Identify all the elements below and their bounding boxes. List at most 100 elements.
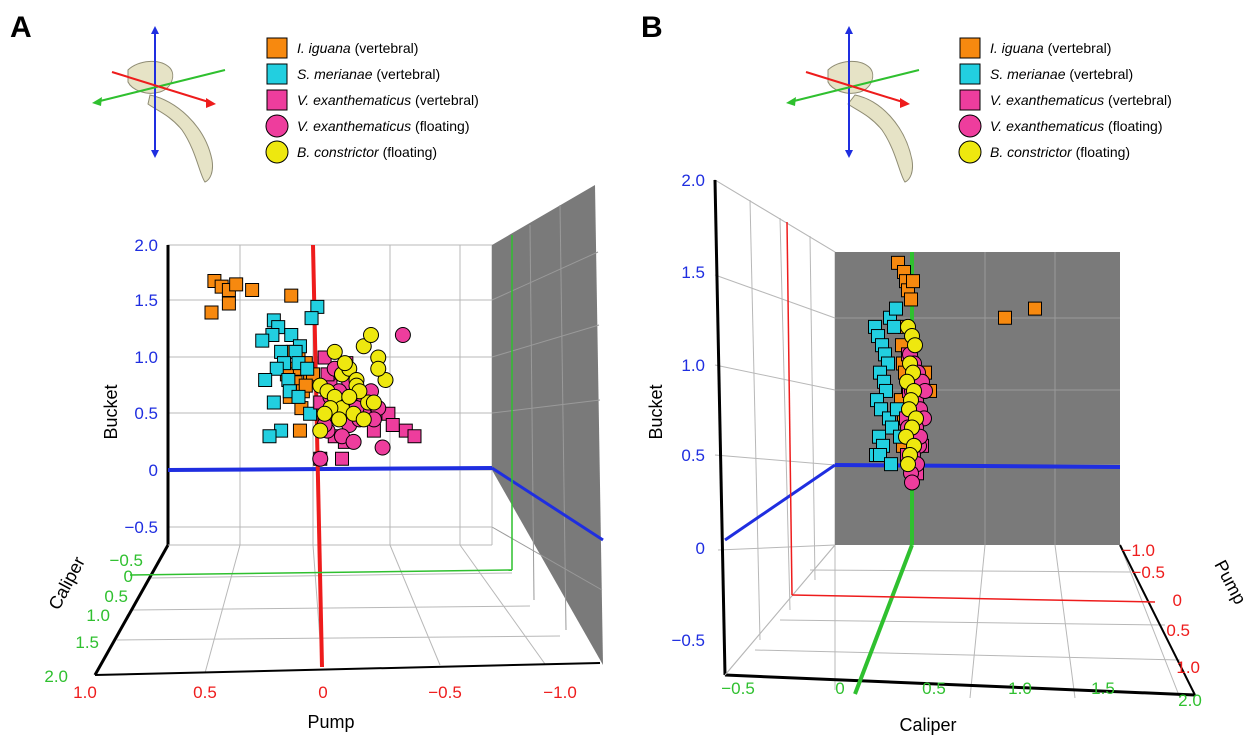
legend-marker-0 (266, 37, 288, 59)
data-point (331, 411, 348, 428)
data-point (204, 305, 219, 320)
panel-b-caliper-tick: 1.0 (1008, 679, 1032, 698)
data-point (884, 457, 898, 472)
panel-b-bucket-tick: 2.0 (681, 171, 705, 190)
data-point (385, 418, 400, 432)
data-point (889, 301, 903, 316)
data-point (258, 373, 273, 387)
data-point (900, 456, 916, 473)
legend-marker-1 (959, 63, 981, 85)
panel-b-caliper-tick: 0.5 (922, 679, 946, 698)
panel-b-bucket-tick: 1.5 (681, 263, 705, 282)
panel-b-caliper-zero-floor-line (853, 544, 914, 695)
data-point (873, 448, 887, 462)
panel-b-caliper-tick: 1.5 (1091, 679, 1115, 698)
data-point (363, 327, 379, 343)
legend-marker-4 (958, 140, 982, 164)
panel-b-pump-zero-floor-line (791, 594, 1156, 603)
data-point (312, 450, 329, 467)
legend-marker-2 (266, 89, 288, 111)
data-point (300, 361, 315, 376)
legend-marker-0 (959, 37, 981, 59)
vertebra-axes-icon (786, 26, 920, 183)
data-point (377, 372, 394, 388)
vertebra-axes-icon (92, 26, 226, 183)
data-point (365, 394, 382, 411)
panel-a-pump-tick: −1.0 (543, 683, 577, 702)
data-point (1028, 301, 1042, 316)
legend-marker-4 (265, 140, 289, 164)
panel-b-bucket-tick: −0.5 (671, 631, 705, 650)
panel-b: B 2.0 1.5 1.0 0.5 0 −0.5 −0.5 0 0.5 1.0 (641, 11, 1250, 735)
data-point (229, 277, 244, 292)
data-point (284, 288, 299, 303)
legend-marker-3 (265, 114, 289, 138)
data-point (312, 422, 329, 439)
panel-a-pump-tick: 1.0 (73, 683, 97, 702)
legend-label-4: B. constrictor (floating) (990, 144, 1130, 160)
data-point (335, 451, 349, 466)
legend-marker-3 (958, 114, 982, 138)
data-point (355, 411, 372, 428)
data-point (284, 328, 299, 342)
data-point (291, 389, 306, 404)
panel-a-caliper-title: Caliper (44, 553, 88, 613)
panel-a-bucket-tick: 0.5 (134, 404, 158, 423)
data-point (904, 474, 920, 491)
legend-label-2: V. exanthematicus (vertebral) (990, 92, 1172, 108)
panel-a-bucket-zero-wall-line (491, 466, 604, 542)
data-point (292, 423, 307, 438)
legend-marker-1 (266, 63, 288, 85)
data-point (255, 333, 270, 348)
panel-a-bucket-title: Bucket (101, 384, 121, 439)
data-point (407, 429, 422, 444)
panel-a-pump-tick: −0.5 (428, 683, 462, 702)
panel-a-legend: I. iguana (vertebral) S. merianae (verteb… (265, 37, 479, 164)
panel-b-pump-tick: −1.0 (1121, 541, 1155, 560)
panel-a-caliper-zero-line (129, 569, 513, 576)
panel-b-bucket-tick: 0.5 (681, 446, 705, 465)
panel-a-caliper-tick: 0.5 (104, 587, 128, 606)
panel-b-caliper-title: Caliper (899, 715, 956, 735)
panel-b-pump-tick: 1.0 (1176, 658, 1200, 677)
panel-b-pump-tick: 0 (1173, 591, 1182, 610)
panel-a-caliper-tick: −0.5 (109, 551, 143, 570)
data-point (374, 439, 391, 456)
data-point (316, 405, 333, 422)
panel-b-caliper-tick: 0 (835, 679, 844, 698)
panel-b-letter: B (641, 11, 663, 44)
data-point (907, 337, 923, 354)
panel-a-bucket-tick: 2.0 (134, 236, 158, 255)
panel-a-caliper-tick: 0 (124, 567, 133, 586)
data-point (245, 283, 260, 297)
panel-a-bucket-zero-line (167, 466, 493, 472)
legend-label-3: V. exanthematicus (floating) (990, 118, 1163, 134)
panel-b-pump-tick: −0.5 (1131, 563, 1165, 582)
data-point (269, 361, 284, 376)
data-point (304, 311, 319, 326)
panel-a-pump-tick: 0 (318, 683, 327, 702)
panel-b-pump-title: Pump (1210, 557, 1250, 608)
panel-a-caliper-tick: 2.0 (44, 667, 68, 686)
data-point (904, 292, 918, 307)
data-point (221, 296, 236, 311)
panel-a-bucket-tick: −0.5 (124, 518, 158, 537)
legend-marker-2 (959, 89, 981, 111)
panel-a-side-wall (492, 185, 603, 665)
data-point (355, 338, 372, 355)
panel-a-pump-title: Pump (307, 712, 354, 732)
panel-a-caliper-tick: 1.5 (75, 633, 99, 652)
panel-b-caliper-tick: −0.5 (721, 679, 755, 698)
panel-b-bucket-tick: 1.0 (681, 356, 705, 375)
data-point (266, 395, 281, 410)
data-point (906, 274, 920, 289)
panel-a-bucket-tick: 0 (149, 461, 158, 480)
legend-label-3: V. exanthematicus (floating) (297, 118, 470, 134)
data-point (370, 360, 387, 377)
legend-label-1: S. merianae (vertebral) (990, 66, 1133, 82)
legend-label-4: B. constrictor (floating) (297, 144, 437, 160)
panel-a-letter: A (10, 11, 32, 44)
panel-b-bucket-title: Bucket (646, 384, 666, 439)
legend-label-1: S. merianae (vertebral) (297, 66, 440, 82)
